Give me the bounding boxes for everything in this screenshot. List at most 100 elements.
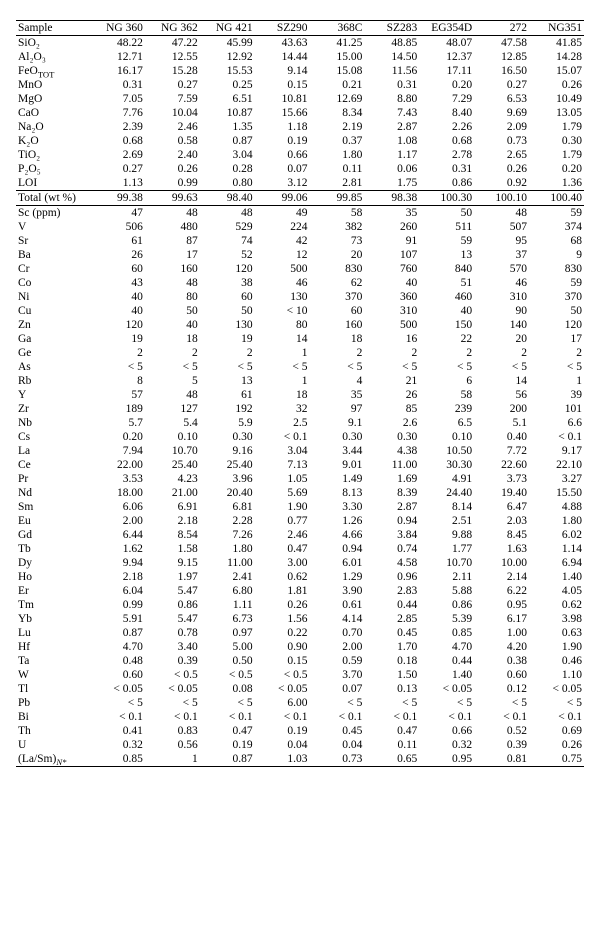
cell: 0.44 [419,654,474,668]
cell: 1.05 [255,472,310,486]
table-row: Ce22.0025.4025.407.139.0111.0030.3022.60… [16,458,584,472]
cell: 2.26 [419,120,474,134]
row-label: W [16,668,90,682]
cell: 6.73 [200,612,255,626]
cell: < 5 [474,360,529,374]
cell: 239 [419,402,474,416]
row-label: As [16,360,90,374]
cell: < 0.5 [145,668,200,682]
cell: 2.40 [145,148,200,162]
cell: 9.15 [145,556,200,570]
cell: 100.10 [474,191,529,206]
cell: 2.03 [474,514,529,528]
cell: 0.62 [529,598,584,612]
row-label: Tl [16,682,90,696]
cell: 500 [364,318,419,332]
table-row: Ta0.480.390.500.150.590.180.440.380.46 [16,654,584,668]
cell: 8.80 [364,92,419,106]
table-row: Dy9.949.1511.003.006.014.5810.7010.006.9… [16,556,584,570]
col-header-sample: Sample [16,21,90,36]
cell: 2.83 [364,584,419,598]
cell: 130 [255,290,310,304]
cell: 0.81 [474,752,529,767]
cell: 10.00 [474,556,529,570]
cell: 0.13 [364,682,419,696]
cell: 38 [200,276,255,290]
cell: 40 [364,276,419,290]
cell: 6.47 [474,500,529,514]
cell: 3.27 [529,472,584,486]
cell: 68 [529,234,584,248]
cell: 0.27 [90,162,145,176]
row-label: MnO [16,78,90,92]
cell: 1.17 [364,148,419,162]
cell: 0.12 [474,682,529,696]
cell: 52 [200,248,255,262]
cell: 0.47 [255,542,310,556]
cell: 6.06 [90,500,145,514]
cell: 460 [419,290,474,304]
cell: 99.38 [90,191,145,206]
cell: 0.31 [90,78,145,92]
cell: 0.11 [310,162,365,176]
cell: 6.17 [474,612,529,626]
cell: 511 [419,220,474,234]
cell: 1.08 [364,134,419,148]
cell: 0.06 [364,162,419,176]
cell: 40 [419,304,474,318]
cell: 2 [419,346,474,360]
cell: 1.49 [310,472,365,486]
cell: 7.29 [419,92,474,106]
cell: 2.81 [310,176,365,191]
cell: 50 [529,304,584,318]
cell: 2.39 [90,120,145,134]
cell: 3.04 [200,148,255,162]
cell: < 5 [90,360,145,374]
cell: 9.94 [90,556,145,570]
cell: 0.28 [200,162,255,176]
cell: 1.97 [145,570,200,584]
table-row: Nb5.75.45.92.59.12.66.55.16.6 [16,416,584,430]
col-header: NG 360 [90,21,145,36]
row-label: Zr [16,402,90,416]
cell: 6.5 [419,416,474,430]
row-label: Er [16,584,90,598]
row-label: Al₂O₃ [16,50,90,64]
cell: 97 [310,402,365,416]
row-label: Dy [16,556,90,570]
cell: 14.50 [364,50,419,64]
cell: 100.40 [529,191,584,206]
table-row: Pr3.534.233.961.051.491.694.913.733.27 [16,472,584,486]
cell: 59 [529,276,584,290]
cell: 0.20 [90,430,145,444]
cell: 85 [364,402,419,416]
row-label: Ta [16,654,90,668]
cell: 1.90 [529,640,584,654]
table-row: Tl< 0.05< 0.050.08< 0.050.070.13< 0.050.… [16,682,584,696]
cell: 16.17 [90,64,145,78]
cell: < 10 [255,304,310,318]
cell: 12.92 [200,50,255,64]
table-row: (La/Sm)N*0.8510.871.030.730.650.950.810.… [16,752,584,767]
row-label: Lu [16,626,90,640]
cell: 107 [364,248,419,262]
col-header: NG 362 [145,21,200,36]
cell: 4.70 [419,640,474,654]
cell: 507 [474,220,529,234]
cell: 26 [364,388,419,402]
cell: 0.75 [529,752,584,767]
table-row: Cu405050< 1060310409050 [16,304,584,318]
cell: 47.22 [145,36,200,51]
cell: 3.73 [474,472,529,486]
cell: 2.87 [364,120,419,134]
cell: 120 [90,318,145,332]
cell: 20 [310,248,365,262]
cell: 4.70 [90,640,145,654]
cell: < 5 [364,360,419,374]
table-row: Ga191819141816222017 [16,332,584,346]
cell: 0.85 [419,626,474,640]
cell: 1.10 [529,668,584,682]
cell: 0.37 [310,134,365,148]
cell: 529 [200,220,255,234]
cell: 1.77 [419,542,474,556]
